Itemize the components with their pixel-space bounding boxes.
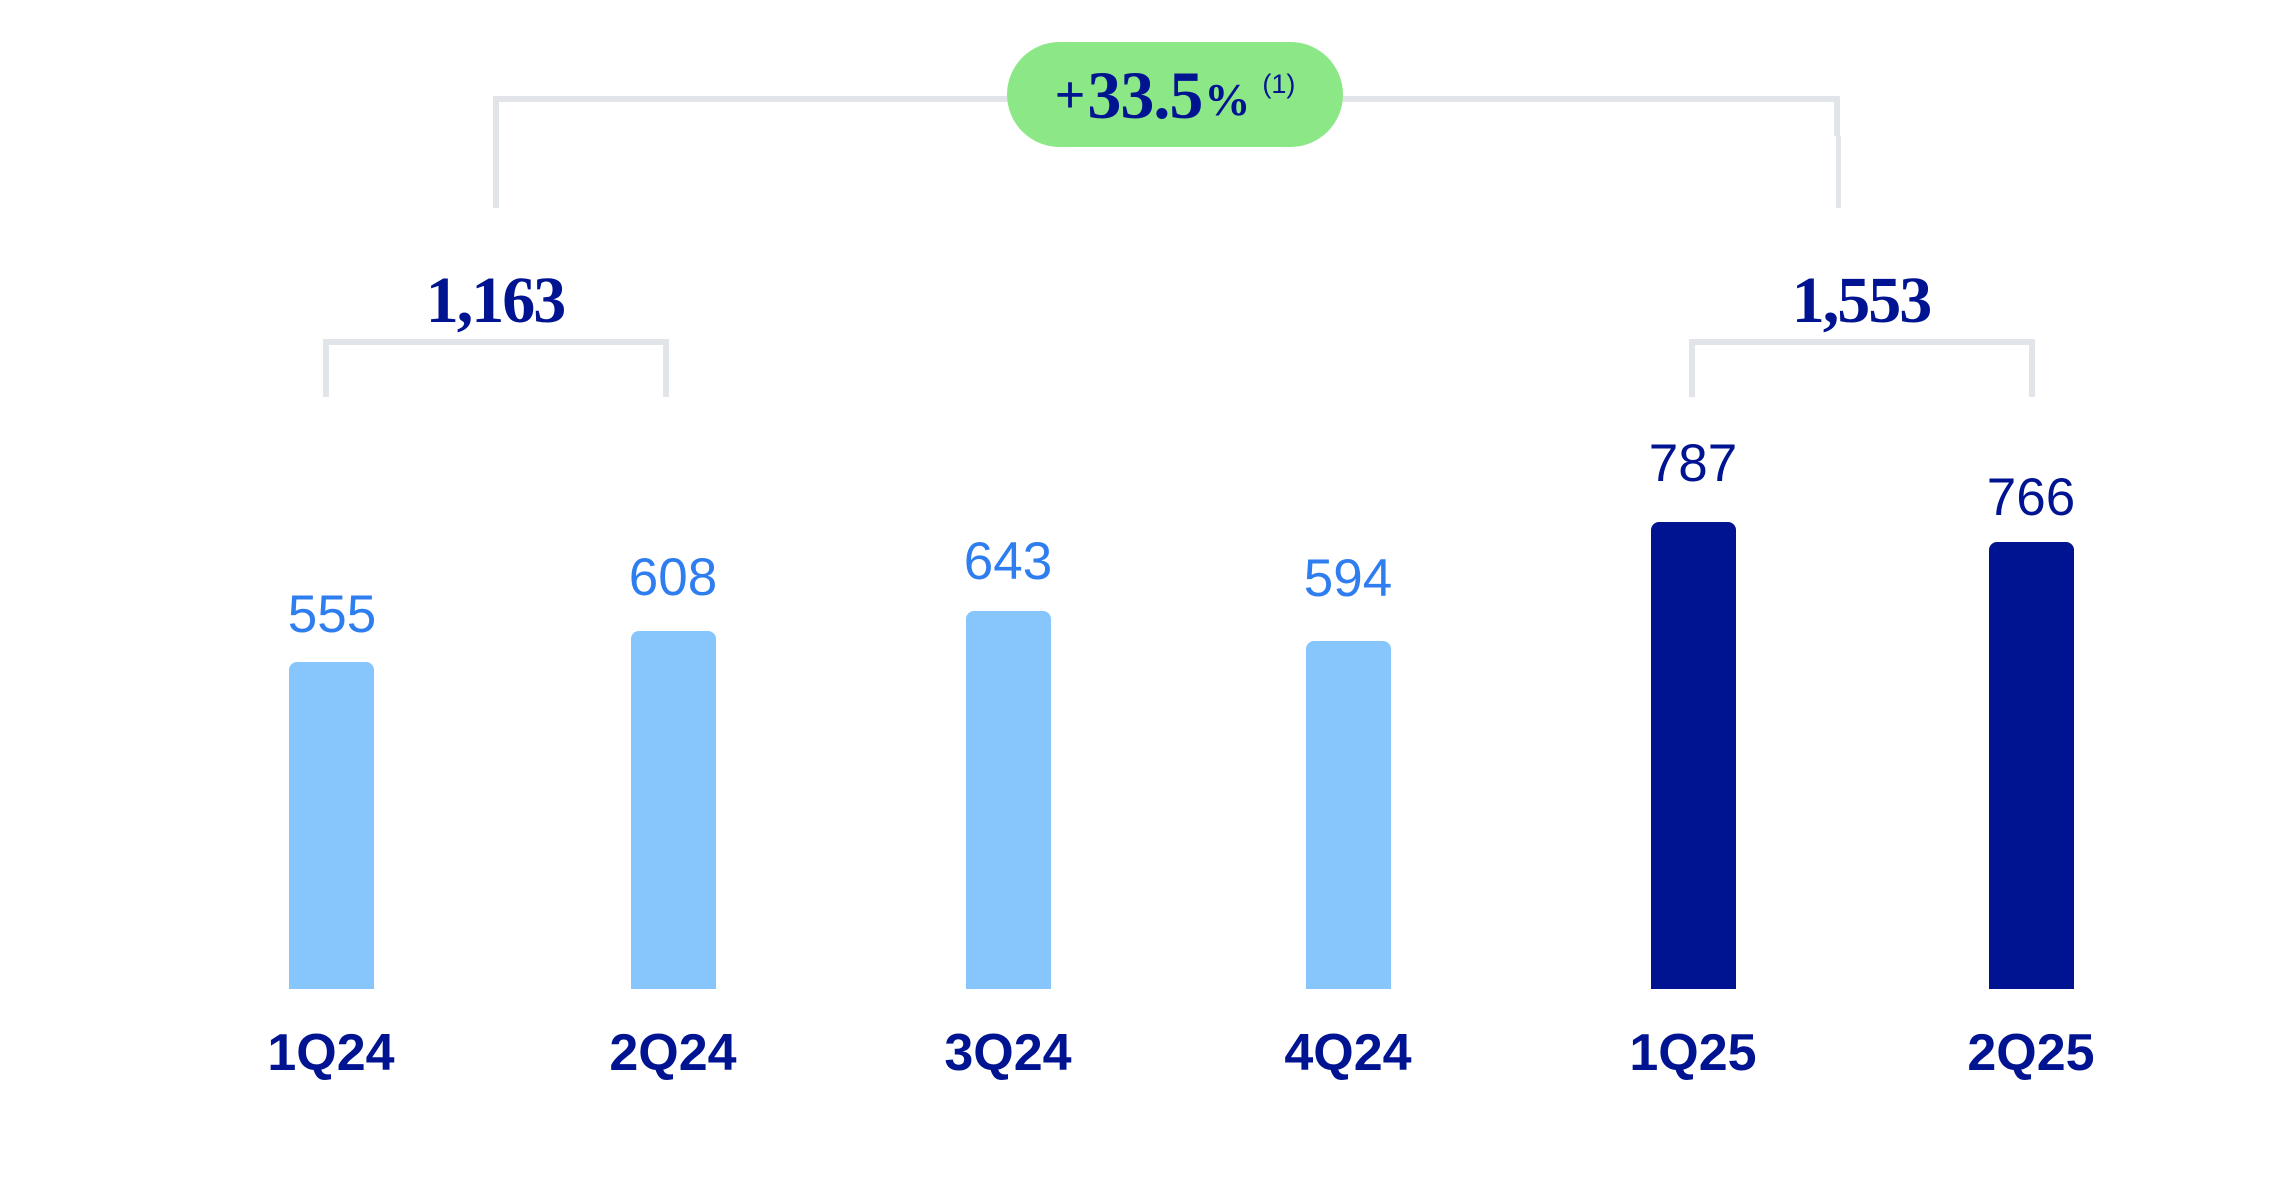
value-label-2q25: 766 (1986, 468, 2076, 527)
bar-3q24 (966, 611, 1051, 989)
value-label-4q24: 594 (1303, 549, 1393, 608)
growth-value: 33.5 (1087, 56, 1203, 133)
axis-label-2q24: 2Q24 (609, 1024, 737, 1082)
growth-sign: + (1054, 64, 1086, 125)
bar-2q25 (1989, 542, 2074, 989)
bar-1q24 (289, 662, 374, 989)
group-total-2024: 1,163 (425, 264, 567, 337)
growth-unit: % (1204, 73, 1251, 125)
top-bracket-right-vertical-lower (1836, 136, 1841, 208)
bracket-2024-top (323, 339, 669, 345)
value-label-2q24: 608 (628, 548, 718, 607)
value-label-1q25: 787 (1648, 434, 1738, 493)
bar-1q25 (1651, 522, 1736, 989)
growth-badge: + 33.5 % (1) (1007, 42, 1343, 147)
bar-2q24 (631, 631, 716, 989)
top-bracket-left-vertical (493, 96, 499, 208)
bar-4q24 (1306, 641, 1391, 989)
axis-label-4q24: 4Q24 (1284, 1024, 1412, 1082)
bracket-2025-left (1689, 339, 1695, 397)
axis-label-3q24: 3Q24 (944, 1024, 1072, 1082)
growth-footnote: (1) (1262, 69, 1296, 99)
bracket-2024-left (323, 339, 329, 397)
group-total-2025: 1,553 (1791, 264, 1933, 337)
bracket-2024-right (663, 339, 669, 397)
bracket-2025-top (1689, 339, 2035, 345)
axis-label-1q24: 1Q24 (267, 1024, 395, 1082)
axis-label-2q25: 2Q25 (1967, 1024, 2095, 1082)
value-label-3q24: 643 (963, 532, 1053, 591)
top-bracket-right-vertical-upper (1834, 96, 1840, 136)
axis-label-1q25: 1Q25 (1629, 1024, 1757, 1082)
bracket-2025-right (2029, 339, 2035, 397)
value-label-1q24: 555 (287, 585, 377, 644)
